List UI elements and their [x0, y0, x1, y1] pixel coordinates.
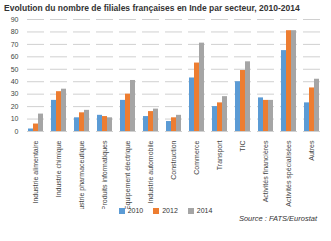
svg-text:60: 60: [11, 53, 19, 60]
svg-text:Industrie automobile: Industrie automobile: [147, 140, 154, 203]
html-text:2014: 2014: [196, 207, 213, 214]
svg-text:TIC: TIC: [239, 141, 246, 152]
html-text:Source : FATS/Eurostat: Source : FATS/Eurostat: [238, 214, 317, 224]
html-text:Evolution du nombre de filiale: Evolution du nombre de filiales français…: [4, 3, 300, 13]
html-text:2010: 2010: [127, 207, 144, 214]
svg-text:Equipement électrique: Equipement électrique: [124, 140, 132, 209]
svg-text:30: 30: [11, 90, 19, 97]
svg-text:Construction: Construction: [170, 140, 177, 179]
svg-text:90: 90: [11, 16, 19, 23]
svg-text:10: 10: [11, 115, 19, 122]
svg-text:50: 50: [11, 66, 19, 73]
svg-text:Commerce: Commerce: [193, 140, 200, 174]
svg-text:80: 80: [11, 28, 19, 35]
svg-text:Industrie pharmaceutique: Industrie pharmaceutique: [78, 140, 86, 209]
html-text:2012: 2012: [162, 207, 178, 214]
svg-text:Autres: Autres: [308, 140, 315, 161]
svg-text:Transport: Transport: [216, 140, 224, 170]
svg-text:0: 0: [15, 128, 19, 135]
svg-text:70: 70: [11, 41, 19, 48]
svg-text:Produits informatiques: Produits informatiques: [101, 140, 109, 209]
svg-text:Industrie alimentaire: Industrie alimentaire: [32, 140, 39, 203]
svg-text:Activités financières: Activités financières: [262, 140, 269, 202]
svg-text:Industrie chimique: Industrie chimique: [55, 140, 63, 197]
svg-text:40: 40: [11, 78, 19, 85]
svg-text:20: 20: [11, 103, 19, 110]
svg-text:Activités spécialisées: Activités spécialisées: [285, 140, 293, 207]
